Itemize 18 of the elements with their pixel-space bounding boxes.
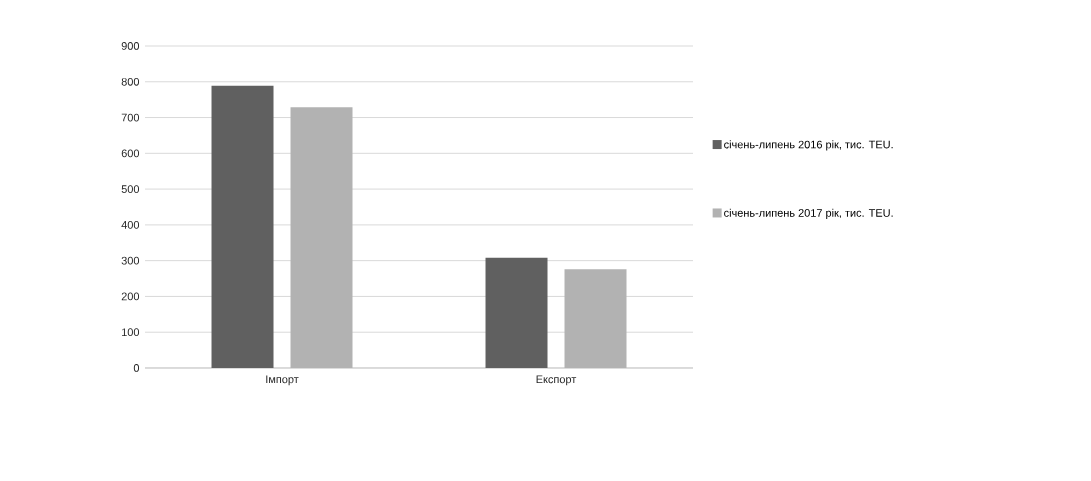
y-tick-label: 500	[121, 185, 140, 193]
y-tick-label: 900	[121, 42, 140, 50]
y-tick-label: 100	[122, 328, 140, 337]
bar	[211, 85, 274, 368]
y-tick-label: 200	[121, 292, 140, 301]
bar	[290, 107, 353, 368]
y-tick-label: 0	[133, 364, 140, 372]
y-tick-label: 700	[121, 113, 140, 122]
x-tick-label: Експорт	[536, 375, 577, 386]
y-tick-label: 300	[121, 256, 140, 265]
x-tick-label: Імпорт	[266, 375, 299, 386]
legend-label: січень-липень 2017 рік, тис. TEU.	[724, 208, 893, 219]
bar	[564, 269, 627, 368]
bar	[485, 257, 548, 368]
y-tick-label: 600	[121, 149, 140, 158]
y-tick-label: 800	[121, 77, 140, 86]
y-tick-label: 400	[121, 221, 140, 229]
legend-label: січень-липень 2016 рік, тис. TEU.	[724, 140, 893, 151]
